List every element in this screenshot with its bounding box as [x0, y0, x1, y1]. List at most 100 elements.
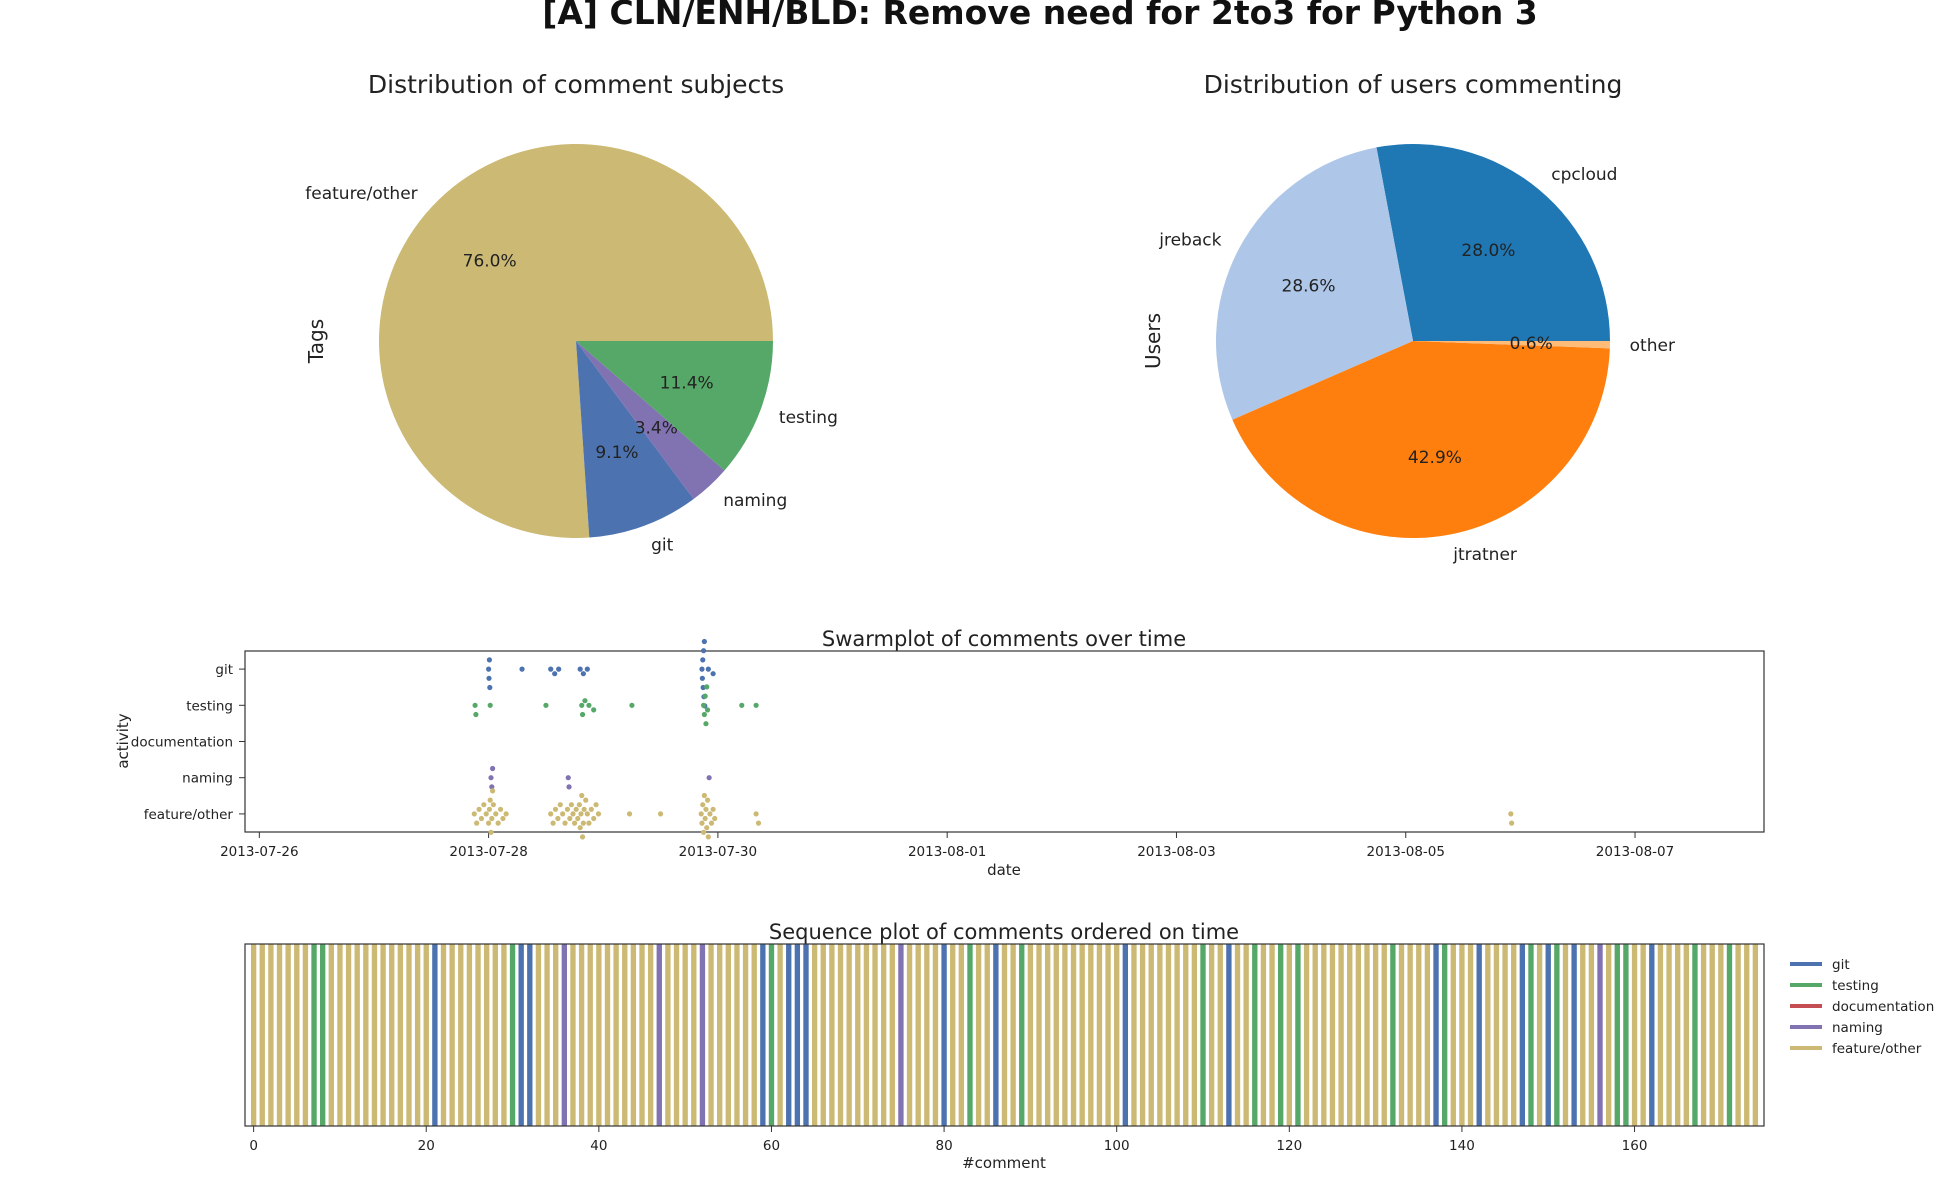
swarm-chart: Swarmplot of comments over time git testi… [114, 627, 1765, 879]
swarm-xtick-2013-08-03: 2013-08-03 [1137, 844, 1215, 860]
swarm-point-feature-other [548, 811, 554, 817]
pie2-label-jtratner: jtratner [1452, 545, 1517, 565]
swarm-point-testing [739, 702, 745, 708]
sequence-xtick-120: 120 [1276, 1138, 1302, 1154]
swarm-point-git [700, 657, 706, 663]
swarm-point-naming [706, 775, 712, 781]
swarm-point-feature-other [708, 820, 715, 826]
swarm-point-git [584, 666, 590, 672]
swarm-point-feature-other [560, 811, 566, 817]
swarm-point-testing [487, 702, 493, 708]
legend-label-testing: testing [1832, 978, 1879, 994]
swarm-point-naming [565, 775, 571, 781]
swarm-point-feature-other [710, 806, 716, 812]
swarm-point-feature-other [478, 815, 485, 822]
swarm-point-feature-other [476, 806, 482, 812]
swarm-point-feature-other [700, 802, 706, 808]
swarm-point-feature-other [699, 820, 705, 826]
swarm-point-git [710, 671, 716, 677]
swarm-point-testing [579, 702, 585, 708]
swarm-point-feature-other [577, 825, 583, 831]
swarm-point-feature-other [580, 820, 586, 826]
legend-label-feature-other: feature/other [1832, 1041, 1922, 1057]
swarm-point-testing [582, 698, 588, 704]
pie2-slice-jreback [1216, 147, 1413, 420]
swarm-points [471, 638, 1515, 840]
swarm-point-testing [701, 711, 707, 718]
swarm-point-git [699, 675, 705, 681]
swarm-point-feature-other [483, 811, 489, 817]
swarm-point-git [577, 666, 583, 672]
sequence-xtick-40: 40 [590, 1138, 607, 1154]
pie1-ylabel: Tags [304, 319, 328, 364]
figure-title: [A] CLN/ENH/BLD: Remove need for 2to3 fo… [542, 0, 1537, 32]
pie2-pct-other: 0.6% [1510, 334, 1553, 354]
swarm-point-git [486, 675, 492, 681]
pie1-title: Distribution of comment subjects [368, 70, 784, 99]
swarm-point-feature-other [493, 811, 499, 817]
swarm-point-feature-other [555, 815, 561, 822]
swarm-xtick-2013-07-30: 2013-07-30 [679, 844, 757, 860]
swarm-point-feature-other [593, 802, 599, 808]
swarm-point-feature-other [705, 834, 711, 840]
swarm-point-feature-other [573, 806, 579, 812]
swarm-point-feature-other [489, 788, 496, 794]
swarm-point-testing [586, 702, 592, 708]
swarm-point-feature-other [584, 811, 590, 817]
swarm-point-feature-other [497, 806, 504, 812]
pie1-slices: feature/other 76.0% git 9.1% naming 3.4% testi… [305, 143, 838, 555]
pie2-label-other: other [1630, 336, 1675, 356]
swarm-point-feature-other [568, 802, 575, 808]
swarm-point-testing [543, 702, 549, 708]
swarm-point-feature-other [626, 811, 633, 817]
sequence-title: Sequence plot of comments ordered on tim… [769, 920, 1239, 944]
swarm-point-feature-other [712, 815, 718, 822]
swarm-ytick-git: git [215, 662, 233, 678]
sequence-xtick-160: 160 [1622, 1138, 1648, 1154]
swarm-title: Swarmplot of comments over time [822, 627, 1186, 651]
sequence-xtick-60: 60 [763, 1138, 780, 1154]
pie1-pct-testing: 11.4% [660, 373, 714, 393]
swarm-point-git [580, 671, 586, 677]
swarm-point-feature-other [471, 811, 477, 817]
pie2-pct-cpcloud: 28.0% [1461, 241, 1515, 261]
pie-chart-subjects: Distribution of comment subjects Tags fe… [304, 70, 838, 555]
swarm-point-feature-other [578, 811, 584, 817]
legend-label-naming: naming [1832, 1020, 1883, 1036]
pie1-slice-git [576, 341, 694, 538]
swarm-point-feature-other [701, 792, 707, 799]
sequence-xtick-140: 140 [1449, 1138, 1475, 1154]
pie1-label-naming: naming [723, 491, 787, 511]
swarm-xtick-2013-07-28: 2013-07-28 [449, 844, 527, 860]
swarm-point-feature-other [500, 815, 506, 822]
swarm-point-testing [472, 702, 478, 708]
pie1-label-feature-other: feature/other [305, 184, 417, 204]
swarm-point-feature-other [579, 834, 586, 840]
swarm-xtick-2013-08-07: 2013-08-07 [1596, 844, 1674, 860]
pie2-title: Distribution of users commenting [1204, 70, 1623, 99]
swarm-point-testing [704, 707, 711, 713]
sequence-xtick-20: 20 [418, 1138, 435, 1154]
swarm-point-git [548, 666, 554, 672]
swarm-point-testing [704, 684, 710, 690]
pie1-pct-naming: 3.4% [635, 419, 678, 439]
pie2-slice-other [1413, 341, 1610, 349]
swarm-point-naming [566, 784, 572, 790]
swarm-point-feature-other [698, 811, 704, 817]
swarm-point-git [486, 666, 492, 672]
sequence-bars [250, 944, 1759, 1126]
sequence-xlabel: #comment [962, 1154, 1046, 1172]
sequence-xtick-0: 0 [249, 1138, 258, 1154]
swarm-point-feature-other [567, 815, 573, 822]
pie2-label-cpcloud: cpcloud [1551, 165, 1617, 185]
swarm-point-feature-other [702, 815, 708, 822]
pie2-pct-jtratner: 42.9% [1408, 448, 1462, 468]
swarm-point-feature-other [579, 792, 585, 799]
swarm-point-git [701, 638, 707, 645]
swarm-point-feature-other [1508, 811, 1514, 817]
pie1-label-testing: testing [779, 408, 838, 428]
swarm-point-feature-other [591, 815, 597, 822]
swarm-point-feature-other [588, 806, 594, 812]
sequence-xtick-80: 80 [935, 1138, 952, 1154]
